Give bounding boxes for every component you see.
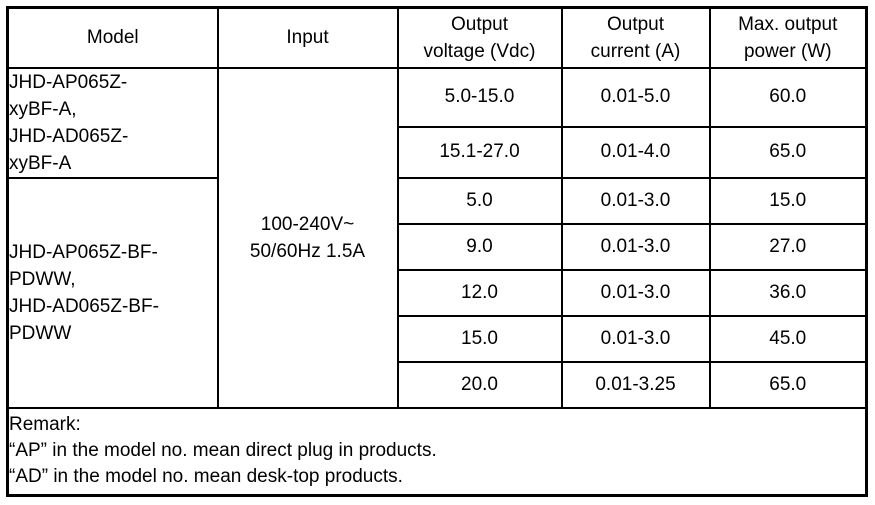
remark-title: Remark:: [9, 414, 81, 436]
model-group-1-cell: JHD-AP065Z- xyBF-A, JHD-AD065Z- xyBF-A: [6, 66, 219, 179]
voltage-cell: 20.0: [396, 360, 563, 409]
current-cell: 0.01-3.0: [560, 314, 711, 363]
power-cell: 45.0: [708, 314, 868, 363]
power-cell: 65.0: [708, 125, 868, 179]
header-max-output-power: Max. output power (W): [708, 6, 868, 69]
current-cell: 0.01-3.25: [560, 360, 711, 409]
header-output-current: Output current (A): [560, 6, 711, 69]
table-row: 9.0 0.01-3.0 27.0: [8, 222, 868, 271]
voltage-cell: 15.0: [396, 314, 563, 363]
table-row: JHD-AP065Z-BF- PDWW, JHD-AD065Z-BF- PDWW…: [6, 176, 868, 409]
remark-cell: Remark: “AP” in the model no. mean direc…: [6, 406, 868, 497]
model-group-2-cell: JHD-AP065Z-BF- PDWW, JHD-AD065Z-BF- PDWW: [6, 176, 219, 409]
remark-ap-note: “AP” in the model no. mean direct plug i…: [9, 440, 437, 462]
header-output-current-label: Output current (A): [590, 13, 681, 62]
current-cell: 0.01-4.0: [560, 125, 711, 179]
input-value: 100-240V~ 50/60Hz 1.5A: [249, 213, 366, 262]
voltage-cell: 12.0: [396, 268, 563, 317]
header-row: Model Input Output voltage (Vdc) Output …: [6, 6, 868, 69]
power-cell: 36.0: [708, 268, 868, 317]
voltage-cell: 9.0: [396, 222, 563, 271]
power-spec-table: Model Input Output voltage (Vdc) Output …: [6, 6, 868, 497]
power-cell: 60.0: [708, 66, 868, 128]
remark-row: Remark: “AP” in the model no. mean direc…: [6, 406, 868, 497]
table-row: 15.1-27.0 0.01-4.0 65.0: [8, 125, 868, 179]
remark-ad-note: “AD” in the model no. mean desk-top prod…: [9, 466, 403, 488]
current-cell: 0.01-5.0: [560, 66, 711, 128]
power-cell: 65.0: [708, 360, 868, 409]
voltage-cell: 5.0: [396, 176, 563, 225]
table-row: JHD-AP065Z- xyBF-A, JHD-AD065Z- xyBF-A 1…: [6, 66, 868, 409]
header-input-label: Input: [286, 27, 329, 49]
header-input: Input: [216, 6, 399, 69]
current-cell: 0.01-3.0: [560, 222, 711, 271]
voltage-cell: 5.0-15.0: [396, 66, 563, 128]
model-group-1-names: JHD-AP065Z- xyBF-A, JHD-AD065Z- xyBF-A: [9, 71, 129, 174]
header-output-voltage: Output voltage (Vdc): [396, 6, 563, 69]
input-cell: 100-240V~ 50/60Hz 1.5A: [216, 66, 399, 409]
power-cell: 15.0: [708, 176, 868, 225]
header-model: Model: [6, 6, 219, 69]
model-group-2-names: JHD-AP065Z-BF- PDWW, JHD-AD065Z-BF- PDWW: [9, 241, 159, 344]
voltage-cell: 15.1-27.0: [396, 125, 563, 179]
table-row: 15.0 0.01-3.0 45.0: [8, 314, 868, 363]
power-cell: 27.0: [708, 222, 868, 271]
header-model-label: Model: [86, 27, 139, 49]
header-output-voltage-label: Output voltage (Vdc): [423, 13, 536, 62]
table-row: 12.0 0.01-3.0 36.0: [8, 268, 868, 317]
current-cell: 0.01-3.0: [560, 268, 711, 317]
current-cell: 0.01-3.0: [560, 176, 711, 225]
header-max-output-power-label: Max. output power (W): [738, 13, 838, 62]
table-row: 20.0 0.01-3.25 65.0: [8, 360, 868, 409]
